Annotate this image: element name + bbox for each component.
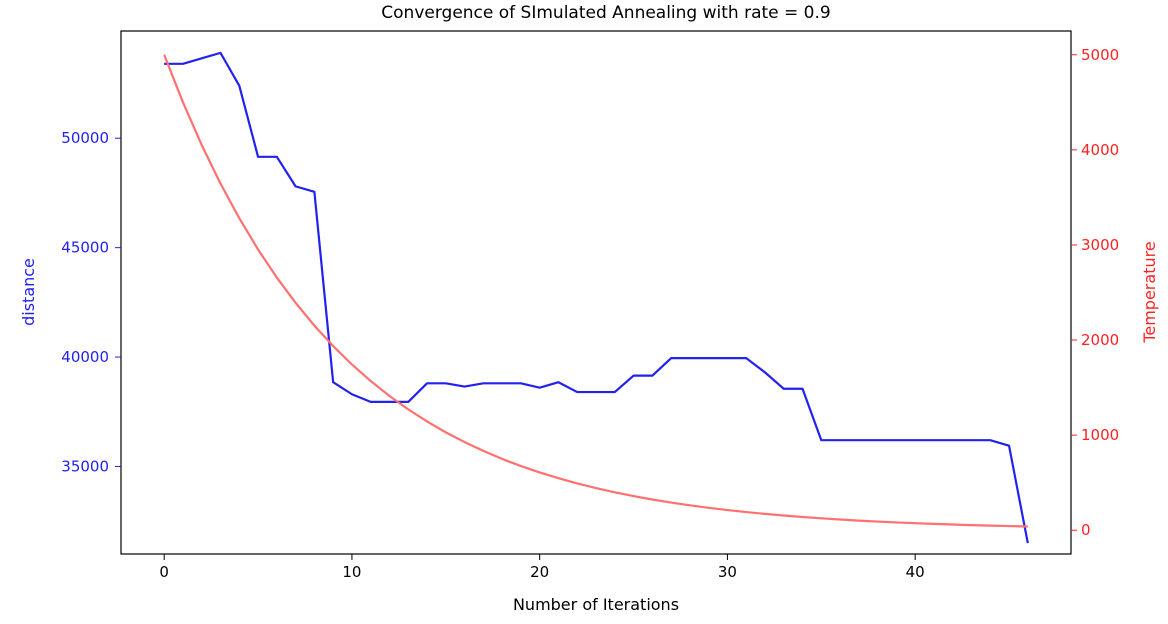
chart-title: Convergence of SImulated Annealing with …	[381, 3, 830, 23]
y-left-tick-label: 45000	[61, 239, 109, 257]
y-right-tick-label: 3000	[1081, 236, 1119, 254]
y-left-tick-label: 35000	[61, 457, 109, 475]
series-layer	[163, 51, 1029, 544]
y-axis-left: 35000 40000 45000 50000	[61, 129, 121, 475]
y-left-tick-label: 50000	[61, 129, 109, 147]
x-tick-label: 40	[906, 563, 925, 581]
x-tick-label: 20	[530, 563, 549, 581]
y-right-tick-label: 0	[1081, 521, 1091, 539]
x-axis: 0 10 20 30 40	[159, 554, 925, 581]
y-axis-right: 0 1000 2000 3000 4000 5000	[1071, 46, 1119, 539]
x-axis-label: Number of Iterations	[513, 595, 679, 614]
y-left-tick-label: 40000	[61, 348, 109, 366]
y-right-tick-label: 2000	[1081, 331, 1119, 349]
distance-series-line	[164, 51, 1029, 544]
x-tick-label: 0	[159, 563, 169, 581]
temperature-series-line	[163, 54, 1028, 528]
plot-frame	[120, 30, 1072, 555]
y-right-tick-label: 1000	[1081, 426, 1119, 444]
y-axis-right-label: Temperature	[1140, 241, 1159, 343]
x-tick-label: 10	[342, 563, 361, 581]
x-tick-label: 30	[718, 563, 737, 581]
y-right-tick-label: 4000	[1081, 141, 1119, 159]
y-axis-left-label: distance	[19, 258, 38, 326]
y-right-tick-label: 5000	[1081, 46, 1119, 64]
